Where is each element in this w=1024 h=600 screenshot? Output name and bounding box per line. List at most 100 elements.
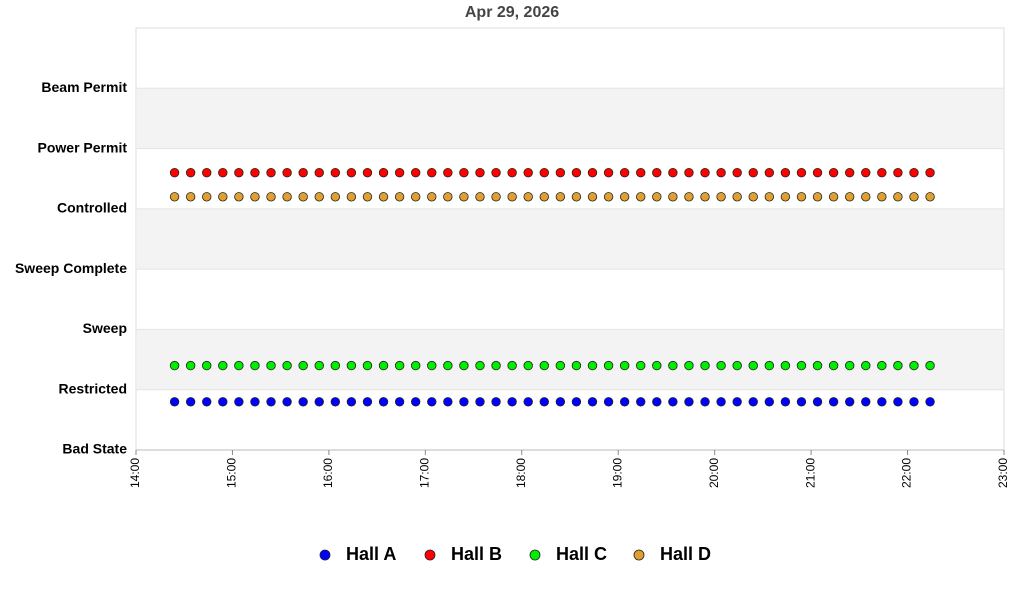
point [668, 192, 678, 202]
point [796, 167, 807, 178]
x-tick-label: 21:00 [803, 458, 817, 488]
point [282, 360, 292, 371]
point [732, 192, 742, 202]
point [539, 192, 549, 202]
point [828, 192, 839, 202]
grid-band [137, 88, 1003, 149]
point [507, 397, 517, 407]
chart-title: Apr 29, 2026 [465, 4, 559, 21]
point [394, 360, 405, 371]
point [877, 192, 887, 202]
point [861, 167, 871, 178]
point [587, 397, 598, 407]
point [748, 360, 758, 371]
point [491, 397, 501, 407]
point [314, 167, 324, 178]
point [893, 360, 903, 371]
point [796, 360, 807, 371]
point [716, 360, 726, 371]
point [202, 360, 212, 371]
point [459, 167, 469, 178]
point [427, 192, 437, 202]
point [909, 360, 919, 371]
point [571, 192, 582, 202]
point [443, 167, 453, 178]
point [459, 192, 469, 202]
point [587, 360, 598, 371]
point [250, 397, 260, 407]
point [234, 397, 244, 407]
point [700, 360, 710, 371]
point [282, 192, 292, 202]
point [732, 167, 742, 178]
point [202, 397, 212, 407]
point [266, 192, 276, 202]
legend-marker [633, 549, 645, 561]
point [555, 167, 566, 178]
point [812, 192, 823, 202]
point [877, 360, 887, 371]
point [636, 167, 646, 178]
point [571, 167, 582, 178]
point [378, 167, 389, 178]
point [443, 397, 453, 407]
point [684, 397, 694, 407]
point [234, 167, 244, 178]
point [475, 397, 485, 407]
point [716, 397, 726, 407]
point [603, 192, 614, 202]
point [732, 360, 742, 371]
point [314, 397, 324, 407]
point [202, 192, 212, 202]
point [603, 360, 614, 371]
point [844, 397, 855, 407]
point [652, 167, 662, 178]
point [298, 360, 308, 371]
x-tick-label: 20:00 [707, 458, 721, 488]
point [266, 167, 276, 178]
point [314, 192, 324, 202]
point [218, 397, 228, 407]
point [185, 192, 196, 202]
point [362, 192, 373, 202]
point [764, 397, 775, 407]
point [443, 192, 453, 202]
point [378, 397, 389, 407]
point [250, 360, 260, 371]
point [652, 192, 662, 202]
point [523, 167, 533, 178]
point [780, 397, 791, 407]
point [218, 360, 228, 371]
point [587, 167, 598, 178]
point [202, 167, 212, 178]
point [330, 192, 341, 202]
point [282, 167, 292, 178]
point [427, 397, 437, 407]
point [828, 360, 839, 371]
point [298, 167, 308, 178]
point [169, 397, 180, 407]
point [169, 192, 180, 202]
x-tick-label: 14:00 [128, 458, 142, 488]
x-tick-label: 18:00 [514, 458, 528, 488]
point [394, 167, 405, 178]
point [909, 167, 919, 178]
point [378, 192, 389, 202]
point [684, 360, 694, 371]
y-tick-label: Restricted [59, 380, 127, 396]
point [555, 397, 566, 407]
point [362, 167, 373, 178]
point [185, 397, 196, 407]
point [298, 397, 308, 407]
legend-marker [424, 549, 436, 561]
point [603, 167, 614, 178]
point [539, 360, 549, 371]
point [443, 360, 453, 371]
point [764, 192, 775, 202]
y-tick-label: Bad State [62, 441, 127, 457]
point [812, 167, 823, 178]
point [539, 397, 549, 407]
point [507, 360, 517, 371]
point [861, 397, 871, 407]
point [234, 192, 244, 202]
